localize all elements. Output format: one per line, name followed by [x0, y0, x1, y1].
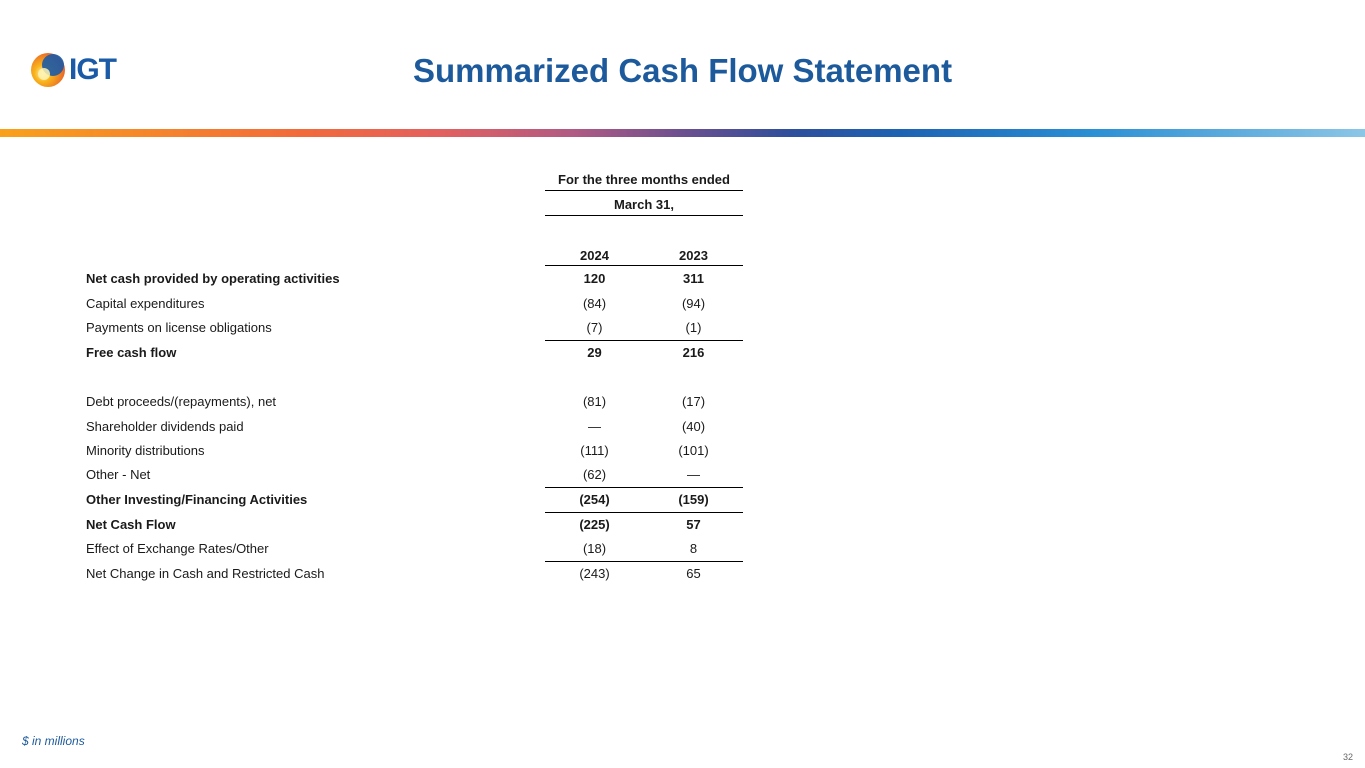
value-2023: (1) — [644, 316, 743, 341]
row-label: Minority distributions — [86, 443, 205, 458]
page-title: Summarized Cash Flow Statement — [412, 52, 953, 89]
table-row: Effect of Exchange Rates/Other (18) 8 — [86, 537, 746, 562]
column-header-2024: 2024 — [545, 246, 644, 266]
value-2023: (40) — [681, 419, 706, 434]
value-2024: (84) — [582, 296, 607, 311]
value-2024: (254) — [545, 488, 644, 513]
row-label: Free cash flow — [86, 345, 177, 360]
row-label: Net Cash Flow — [86, 517, 176, 532]
value-2023: 65 — [686, 566, 701, 581]
row-label: Shareholder dividends paid — [86, 419, 244, 434]
value-2024: (111) — [580, 443, 609, 458]
value-2023: 8 — [644, 537, 743, 562]
logo-text: IGT — [69, 53, 117, 86]
value-2023: 216 — [682, 345, 705, 360]
row-label: Effect of Exchange Rates/Other — [86, 541, 269, 556]
value-2024: (81) — [582, 394, 607, 409]
igt-logo: IGT — [30, 50, 130, 90]
value-2023: (159) — [644, 488, 743, 513]
table-row: Minority distributions (111) (101) — [86, 439, 746, 463]
value-2023: (17) — [681, 394, 706, 409]
table-row: Net Cash Flow (225) 57 — [86, 513, 746, 537]
row-label: Other - Net — [86, 467, 151, 482]
table-row: Free cash flow 29 216 — [86, 341, 746, 365]
table-row: Payments on license obligations (7) (1) — [86, 316, 746, 341]
value-2024: — — [588, 419, 601, 434]
table-row: Net cash provided by operating activitie… — [86, 267, 746, 291]
table-row: Capital expenditures (84) (94) — [86, 292, 746, 316]
column-header-2023: 2023 — [644, 246, 743, 266]
value-2023: 57 — [686, 517, 701, 532]
row-label: Other Investing/Financing Activities — [86, 492, 308, 507]
units-footnote: $ in millions — [22, 734, 85, 748]
value-2024: (62) — [545, 463, 644, 488]
value-2023: — — [644, 463, 743, 488]
value-2023: (94) — [681, 296, 706, 311]
row-label: Payments on license obligations — [86, 320, 272, 335]
table-row: Other Investing/Financing Activities (25… — [86, 488, 746, 513]
value-2024: (18) — [545, 537, 644, 562]
row-label: Net Change in Cash and Restricted Cash — [86, 566, 325, 581]
value-2024: (7) — [545, 316, 644, 341]
table-row: Shareholder dividends paid — (40) — [86, 415, 746, 439]
table-row: Net Change in Cash and Restricted Cash (… — [86, 562, 746, 586]
gradient-divider — [0, 129, 1365, 137]
value-2024: (243) — [579, 566, 610, 581]
row-label: Net cash provided by operating activitie… — [86, 271, 340, 286]
value-2023: (101) — [678, 443, 709, 458]
value-2024: 120 — [583, 271, 606, 286]
igt-sunburst-logo-icon — [31, 53, 65, 87]
table-row: Debt proceeds/(repayments), net (81) (17… — [86, 390, 746, 414]
column-header-period: For the three months ended — [545, 170, 743, 191]
column-header-date: March 31, — [545, 195, 743, 216]
row-label: Debt proceeds/(repayments), net — [86, 394, 277, 409]
value-2024: 29 — [587, 345, 602, 360]
row-label: Capital expenditures — [86, 296, 205, 311]
value-2024: (225) — [579, 517, 610, 532]
value-2023: 311 — [683, 271, 704, 286]
page-number: 32 — [1342, 752, 1353, 762]
table-row: Other - Net (62) — — [86, 463, 746, 488]
